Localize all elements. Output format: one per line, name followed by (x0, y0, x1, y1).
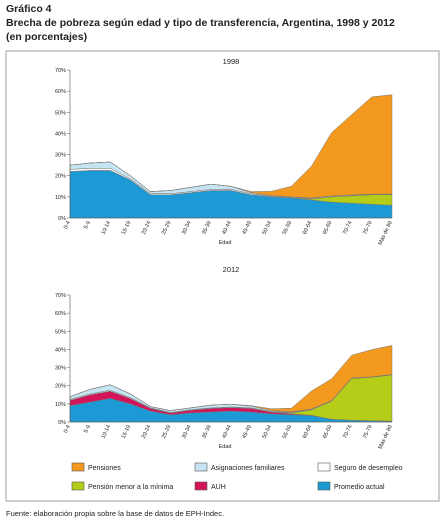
x-tick-label: 70-74 (342, 220, 353, 235)
y-tick-label: 30% (55, 366, 66, 372)
y-tick-label: 50% (55, 329, 66, 335)
x-tick-label: 5-9 (83, 220, 92, 230)
x-tick-label: Más de 80 (378, 220, 394, 246)
legend-swatch (71, 481, 85, 491)
legend-label: Seguro de desempleo (334, 465, 403, 472)
legend-swatch (194, 481, 208, 491)
legend-swatch (71, 462, 85, 472)
y-tick-label: 60% (55, 89, 66, 95)
x-tick-label: 25-29 (161, 424, 172, 439)
x-tick-label: 50-54 (262, 424, 273, 439)
y-tick-label: 40% (55, 347, 66, 353)
x-tick-label: 65-69 (322, 424, 333, 439)
legend-label: Pensiones (88, 465, 121, 472)
x-tick-label: 50-54 (262, 220, 273, 235)
y-tick-label: 40% (55, 131, 66, 137)
y-tick-label: 30% (55, 153, 66, 159)
x-tick-label: 0-4 (63, 424, 72, 434)
y-tick-label: 0% (58, 420, 66, 426)
legend-label: Promedio actual (334, 484, 385, 491)
x-tick-label: 55-59 (282, 220, 293, 235)
x-tick-label: 0-4 (63, 220, 72, 230)
figure-label: Gráfico 4 (6, 3, 52, 15)
y-tick-label: 20% (55, 384, 66, 390)
x-tick-label: 15-19 (121, 220, 132, 235)
y-tick-label: 10% (55, 402, 66, 408)
x-tick-label: 20-24 (141, 220, 152, 235)
x-tick-label: 40-44 (221, 424, 232, 439)
y-tick-label: 10% (55, 195, 66, 201)
y-tick-label: 60% (55, 311, 66, 317)
area (69, 345, 393, 413)
x-tick-label: 60-64 (302, 220, 313, 235)
x-tick-label: 40-44 (221, 220, 232, 235)
x-tick-label: 75-79 (362, 424, 373, 439)
source: Fuente: elaboración propia sobre la base… (6, 509, 224, 518)
x-tick-label: 20-24 (141, 424, 152, 439)
area (69, 94, 393, 199)
y-tick-label: 20% (55, 174, 66, 180)
x-tick-label: 15-19 (121, 424, 132, 439)
x-tick-label: 45-49 (242, 220, 253, 235)
x-axis-label: Edad (219, 444, 232, 450)
x-tick-label: 70-74 (342, 424, 353, 439)
x-tick-label: 25-29 (161, 220, 172, 235)
x-tick-label: 45-49 (242, 424, 253, 439)
x-tick-label: 30-34 (181, 424, 192, 439)
legend-label: Asignaciones familiares (211, 465, 285, 472)
legend-swatch (317, 481, 331, 491)
x-tick-label: 5-9 (83, 424, 92, 434)
figure-title: Brecha de pobreza según edad y tipo de t… (6, 17, 395, 29)
x-tick-label: 75-79 (362, 220, 373, 235)
y-tick-label: 70% (55, 68, 66, 74)
x-tick-label: 30-34 (181, 220, 192, 235)
x-tick-label: 60-64 (302, 424, 313, 439)
x-tick-label: Más de 80 (378, 424, 394, 450)
x-tick-label: 10-14 (101, 220, 112, 235)
legend-swatch (317, 462, 331, 472)
y-tick-label: 50% (55, 110, 66, 116)
figure-subtitle: (en porcentajes) (6, 31, 87, 43)
x-tick-label: 65-69 (322, 220, 333, 235)
x-tick-label: 35-39 (201, 220, 212, 235)
panel-title: 2012 (223, 265, 240, 274)
x-tick-label: 55-59 (282, 424, 293, 439)
legend-label: Pensión menor a la mínima (88, 484, 173, 491)
legend-swatch (194, 462, 208, 472)
x-tick-label: 35-39 (201, 424, 212, 439)
y-tick-label: 0% (58, 216, 66, 222)
x-axis-label: Edad (219, 240, 232, 246)
panel-title: 1998 (223, 57, 240, 66)
chart-frame (5, 50, 440, 502)
legend-label: AUH (211, 484, 226, 491)
x-tick-label: 10-14 (101, 424, 112, 439)
y-tick-label: 70% (55, 293, 66, 299)
